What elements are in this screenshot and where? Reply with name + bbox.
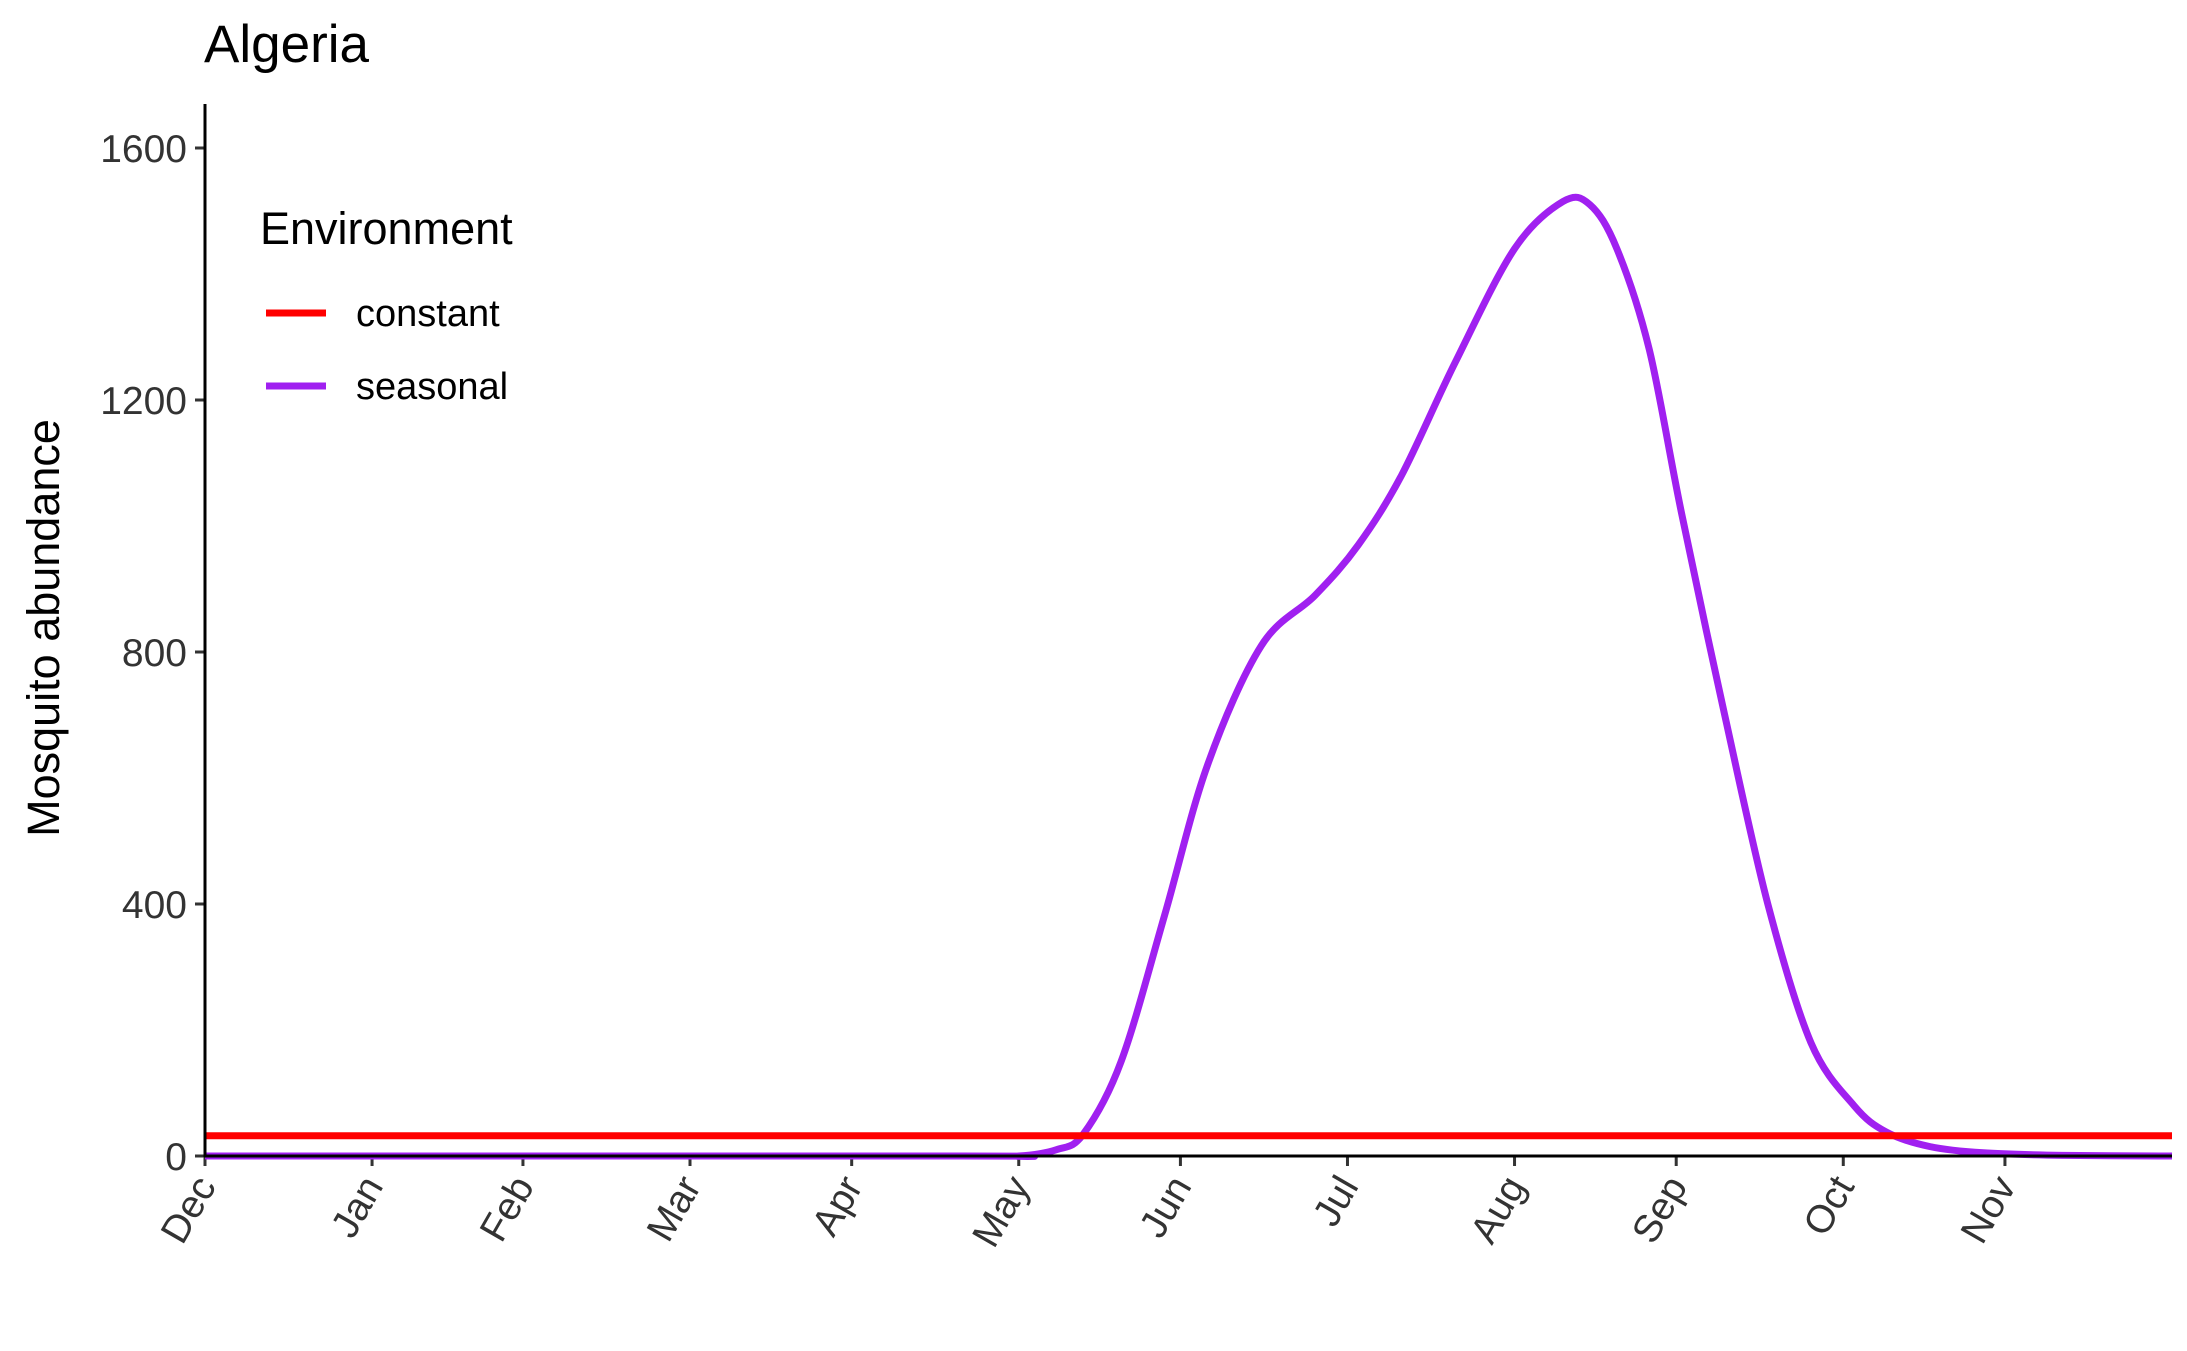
x-tick-label: May xyxy=(964,1169,1038,1255)
x-tick-label: Sep xyxy=(1624,1169,1696,1251)
y-tick-label: 400 xyxy=(122,884,187,927)
y-tick-label: 1600 xyxy=(100,128,187,171)
legend-label-seasonal: seasonal xyxy=(356,366,508,408)
y-tick-label: 0 xyxy=(165,1136,187,1179)
y-axis-ticks: 0 400 800 1200 1600 xyxy=(100,128,205,1179)
chart-title: Algeria xyxy=(204,15,370,74)
legend-items: constant seasonal xyxy=(266,293,508,408)
x-tick-label: Feb xyxy=(472,1169,543,1249)
y-tick-label: 1200 xyxy=(100,380,187,423)
legend-title: Environment xyxy=(260,203,513,254)
legend-label-constant: constant xyxy=(356,293,500,335)
legend: Environment constant seasonal xyxy=(260,203,513,408)
x-tick-label: Jul xyxy=(1305,1169,1367,1234)
x-axis-ticks: Dec Jan Feb Mar Apr May Jun Jul Aug Sep Oct Nov xyxy=(153,1156,2025,1254)
x-tick-label: Nov xyxy=(1953,1169,2025,1251)
x-tick-label: Jan xyxy=(323,1169,392,1245)
x-tick-label: Oct xyxy=(1795,1169,1863,1243)
x-tick-label: Mar xyxy=(639,1169,710,1249)
x-tick-label: Jun xyxy=(1132,1169,1201,1245)
y-tick-label: 800 xyxy=(122,632,187,675)
x-tick-label: Aug xyxy=(1462,1169,1534,1251)
x-tick-label: Apr xyxy=(804,1169,872,1243)
series-lines xyxy=(205,193,2173,1160)
series-line-seasonal xyxy=(205,193,2173,1160)
y-axis-label: Mosquito abundance xyxy=(18,419,69,837)
x-tick-label: Dec xyxy=(153,1169,225,1251)
